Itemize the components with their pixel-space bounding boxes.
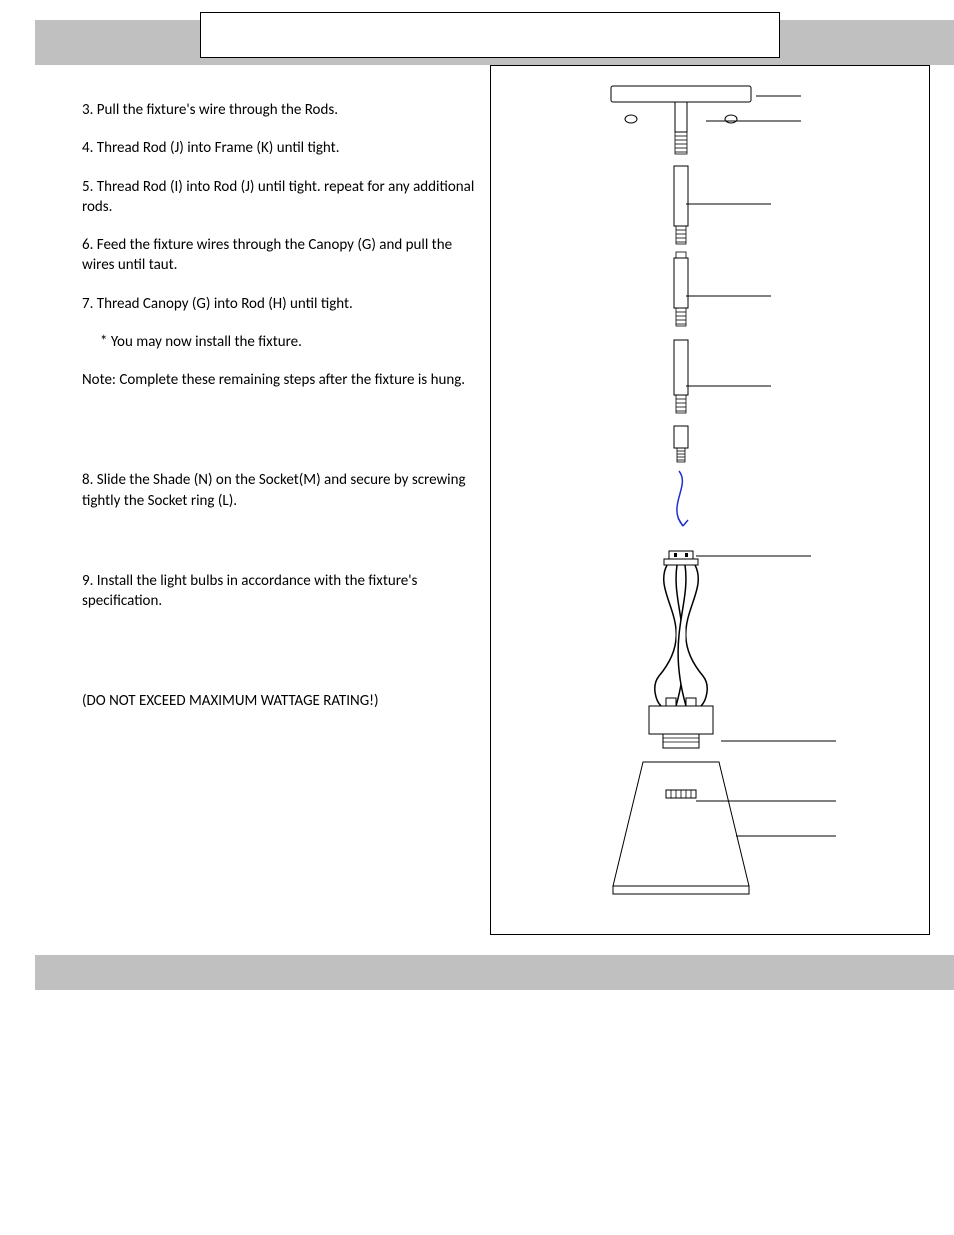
frame-cap-icon — [669, 551, 693, 559]
rod-short-icon — [674, 426, 688, 448]
step-5: 5. Thread Rod (I) into Rod (J) until tig… — [82, 177, 477, 218]
step-8: 8. Slide the Shade (N) on the Socket(M) … — [82, 470, 477, 511]
plate-thread-icon — [675, 136, 687, 152]
header-title-box — [200, 12, 780, 58]
step-6: 6. Feed the fixture wires through the Ca… — [82, 235, 477, 276]
assembly-arrow-icon — [677, 471, 683, 526]
step-4: 4. Thread Rod (J) into Frame (K) until t… — [82, 138, 477, 158]
rod-short-thread-icon — [677, 448, 685, 462]
screw-hole-left-icon — [625, 115, 637, 123]
shade-icon — [613, 762, 749, 886]
rod-i-icon — [674, 258, 688, 308]
rod-h-icon — [674, 166, 688, 226]
frame-flange-icon — [664, 559, 698, 565]
screw-hole-right-icon — [725, 115, 737, 123]
step-3: 3. Pull the fixture's wire through the R… — [82, 100, 477, 120]
rod-h-thread-icon — [676, 226, 686, 244]
instructions-column: 3. Pull the fixture's wire through the R… — [82, 100, 477, 730]
plate-stem-icon — [675, 102, 687, 132]
step-7: 7. Thread Canopy (G) into Rod (H) until … — [82, 294, 477, 314]
wattage-warning: (DO NOT EXCEED MAXIMUM WATTAGE RATING!) — [82, 691, 477, 711]
shade-rim-icon — [613, 886, 749, 894]
rod-j-thread-icon — [676, 395, 686, 413]
rod-i-top-thread-icon — [676, 252, 686, 258]
diagram-svg — [491, 66, 931, 936]
install-note: * You may now install the fixture. — [100, 332, 477, 352]
mounting-plate-icon — [611, 86, 751, 102]
rod-i-thread-icon — [676, 308, 686, 326]
rod-j-icon — [674, 340, 688, 395]
footer-bar — [35, 955, 954, 990]
socket-block-icon — [649, 706, 713, 734]
frame-body-icon — [655, 565, 707, 706]
socket-ring-icon — [663, 734, 699, 748]
note-text: Note: Complete these remaining steps aft… — [82, 370, 477, 390]
assembly-diagram — [490, 65, 930, 935]
step-9: 9. Install the light bulbs in accordance… — [82, 571, 477, 612]
